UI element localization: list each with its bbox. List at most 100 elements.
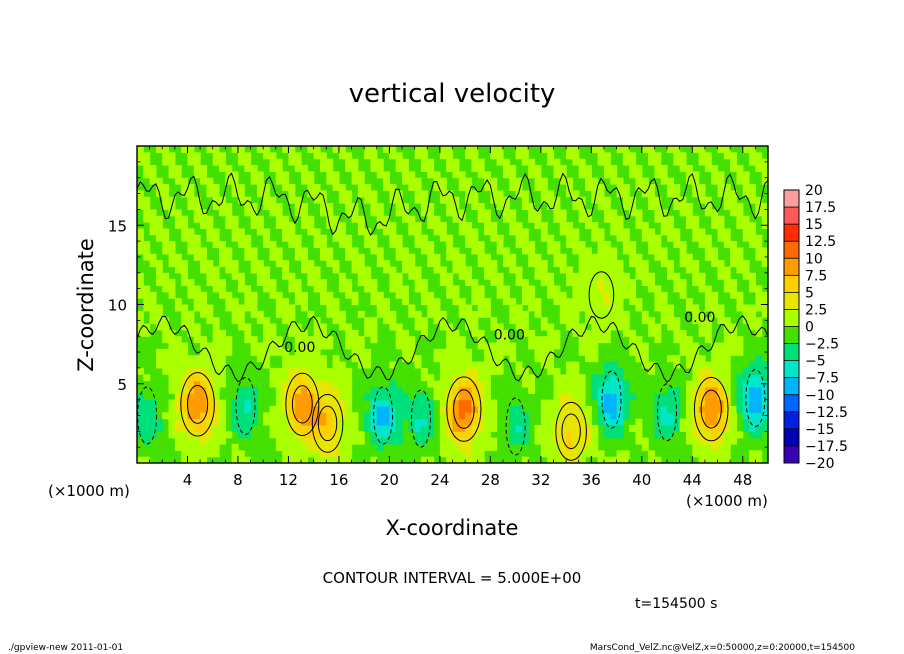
field-cell <box>761 424 768 432</box>
field-cell <box>704 323 712 331</box>
field-cell <box>446 412 454 420</box>
field-cell <box>193 374 201 382</box>
field-cell <box>603 412 611 420</box>
field-cell <box>471 146 479 153</box>
field-cell <box>591 437 599 445</box>
field-cell <box>351 260 359 268</box>
field-cell <box>484 405 491 413</box>
field-cell <box>319 361 327 369</box>
field-cell <box>660 165 668 172</box>
field-cell <box>711 177 719 185</box>
field-cell <box>446 418 454 426</box>
field-cell <box>704 285 712 293</box>
field-cell <box>174 215 182 223</box>
field-cell <box>168 361 176 369</box>
field-cell <box>420 431 428 439</box>
field-cell <box>149 418 157 426</box>
field-cell <box>465 304 473 312</box>
field-cell <box>275 405 283 413</box>
field-cell <box>338 431 346 439</box>
field-cell <box>761 374 768 382</box>
field-cell <box>414 196 422 204</box>
field-cell <box>761 209 768 217</box>
field-cell <box>263 190 271 198</box>
field-cell <box>212 152 220 160</box>
field-cell <box>313 418 321 426</box>
field-cell <box>237 146 245 153</box>
field-cell <box>616 177 624 185</box>
field-cell <box>427 158 435 166</box>
field-cell <box>402 266 409 274</box>
field-cell <box>515 405 523 413</box>
field-cell <box>402 253 409 261</box>
field-cell <box>345 291 353 299</box>
field-cell <box>698 146 706 153</box>
field-cell <box>288 418 296 426</box>
field-cell <box>471 386 479 394</box>
field-cell <box>730 253 738 261</box>
field-cell <box>357 260 365 268</box>
field-cell <box>585 253 592 261</box>
field-cell <box>591 450 599 458</box>
field-cell <box>376 418 384 426</box>
field-cell <box>319 241 327 249</box>
field-cell <box>458 399 466 407</box>
field-cell <box>193 209 201 217</box>
field-cell <box>351 348 359 356</box>
field-cell <box>174 380 182 388</box>
field-cell <box>383 317 390 325</box>
field-cell <box>174 361 182 369</box>
field-cell <box>578 323 586 331</box>
field-cell <box>566 184 573 191</box>
field-cell <box>673 279 681 287</box>
field-cell <box>761 405 768 413</box>
field-cell <box>370 203 378 210</box>
field-cell <box>313 393 321 401</box>
field-cell <box>181 348 189 356</box>
field-cell <box>761 177 768 185</box>
field-cell <box>370 285 378 293</box>
field-cell <box>402 399 409 407</box>
field-cell <box>528 158 536 166</box>
field-cell <box>446 437 454 445</box>
field-cell <box>755 152 763 160</box>
field-cell <box>155 177 163 185</box>
field-cell <box>610 177 618 185</box>
field-cell <box>313 380 321 388</box>
field-cell <box>641 177 649 185</box>
field-cell <box>711 348 719 356</box>
field-cell <box>572 285 580 293</box>
field-cell <box>200 393 208 401</box>
field-cell <box>250 393 258 401</box>
field-cell <box>591 285 599 293</box>
field-cell <box>679 342 687 350</box>
field-cell <box>458 355 466 363</box>
field-cell <box>187 196 195 204</box>
field-cell <box>231 317 239 325</box>
field-cell <box>458 228 466 236</box>
field-cell <box>263 317 271 325</box>
field-cell <box>301 215 308 223</box>
field-cell <box>212 279 220 287</box>
field-cell <box>313 405 321 413</box>
field-cell <box>250 215 258 223</box>
field-cell <box>673 393 681 401</box>
field-cell <box>137 203 144 210</box>
field-cell <box>319 253 327 261</box>
field-cell <box>402 298 409 306</box>
field-cell <box>219 209 226 217</box>
field-cell <box>458 412 466 420</box>
field-cell <box>319 405 327 413</box>
field-cell <box>679 291 687 299</box>
field-cell <box>685 399 693 407</box>
field-cell <box>181 323 189 331</box>
colorbar-swatch <box>784 292 799 310</box>
field-cell <box>402 247 409 255</box>
field-cell <box>736 348 744 356</box>
field-cell <box>168 279 176 287</box>
field-cell <box>742 190 750 198</box>
field-cell <box>471 285 479 293</box>
field-cell <box>685 355 693 363</box>
field-cell <box>383 399 390 407</box>
field-cell <box>528 342 536 350</box>
